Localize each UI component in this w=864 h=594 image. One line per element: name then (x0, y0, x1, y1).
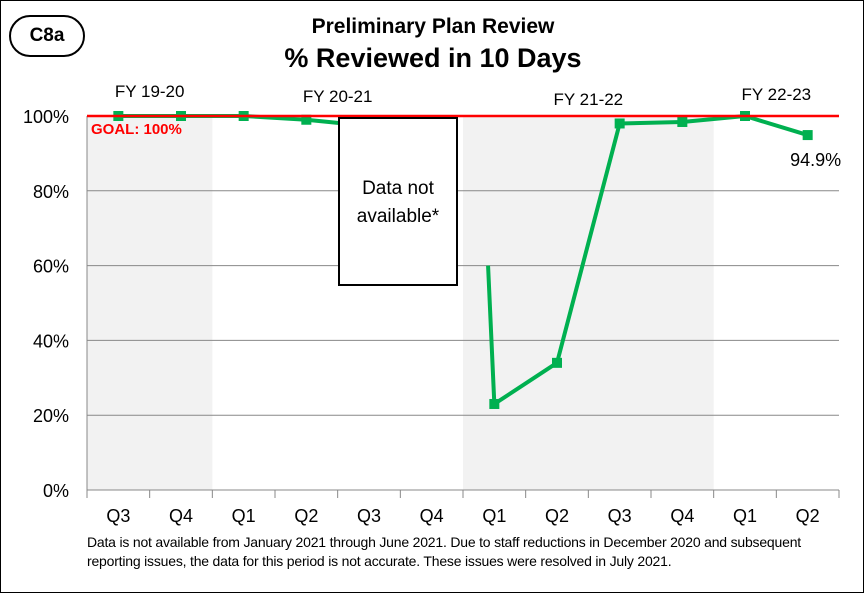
y-tick-label: 100% (23, 107, 69, 127)
x-tick-label: Q2 (545, 506, 569, 526)
data-point-marker (614, 118, 625, 129)
data-not-available-box (338, 117, 458, 286)
y-tick-label: 40% (33, 331, 69, 351)
x-tick-label: Q4 (169, 506, 193, 526)
x-tick-label: Q2 (796, 506, 820, 526)
x-tick-label: Q3 (357, 506, 381, 526)
data-point-marker (552, 357, 562, 368)
data-point-marker (802, 130, 813, 141)
data-point-marker (489, 398, 500, 409)
x-tick-label: Q3 (608, 506, 632, 526)
x-tick-label: Q1 (482, 506, 506, 526)
data-label: 94.9% (790, 150, 841, 170)
y-tick-label: 0% (43, 481, 69, 501)
data-point-marker (301, 114, 312, 125)
annotation-text: Data not (362, 178, 435, 199)
x-tick-label: Q3 (106, 506, 130, 526)
chart-id-badge: C8a (9, 15, 85, 57)
y-tick-label: 60% (33, 257, 69, 277)
x-tick-label: Q1 (733, 506, 757, 526)
annotation-text: available* (357, 206, 440, 227)
chart-subtitle: % Reviewed in 10 Days (284, 43, 582, 73)
footnote: Data is not available from January 2021 … (87, 534, 801, 569)
fy-shade-band (463, 116, 714, 490)
y-tick-label: 20% (33, 406, 69, 426)
chart-title: Preliminary Plan Review (311, 15, 555, 38)
fiscal-year-label: FY 21-22 (554, 90, 624, 109)
fiscal-year-label: FY 20-21 (303, 87, 373, 106)
fiscal-year-label: FY 22-23 (742, 85, 812, 104)
x-tick-label: Q1 (232, 506, 256, 526)
goal-label: GOAL: 100% (91, 121, 182, 138)
x-tick-label: Q4 (670, 506, 694, 526)
data-point-marker (677, 116, 688, 127)
x-tick-label: Q4 (420, 506, 444, 526)
fiscal-year-label: FY 19-20 (115, 82, 185, 101)
y-tick-label: 80% (33, 182, 69, 202)
fy-shade-band (87, 116, 213, 490)
x-tick-label: Q2 (294, 506, 318, 526)
